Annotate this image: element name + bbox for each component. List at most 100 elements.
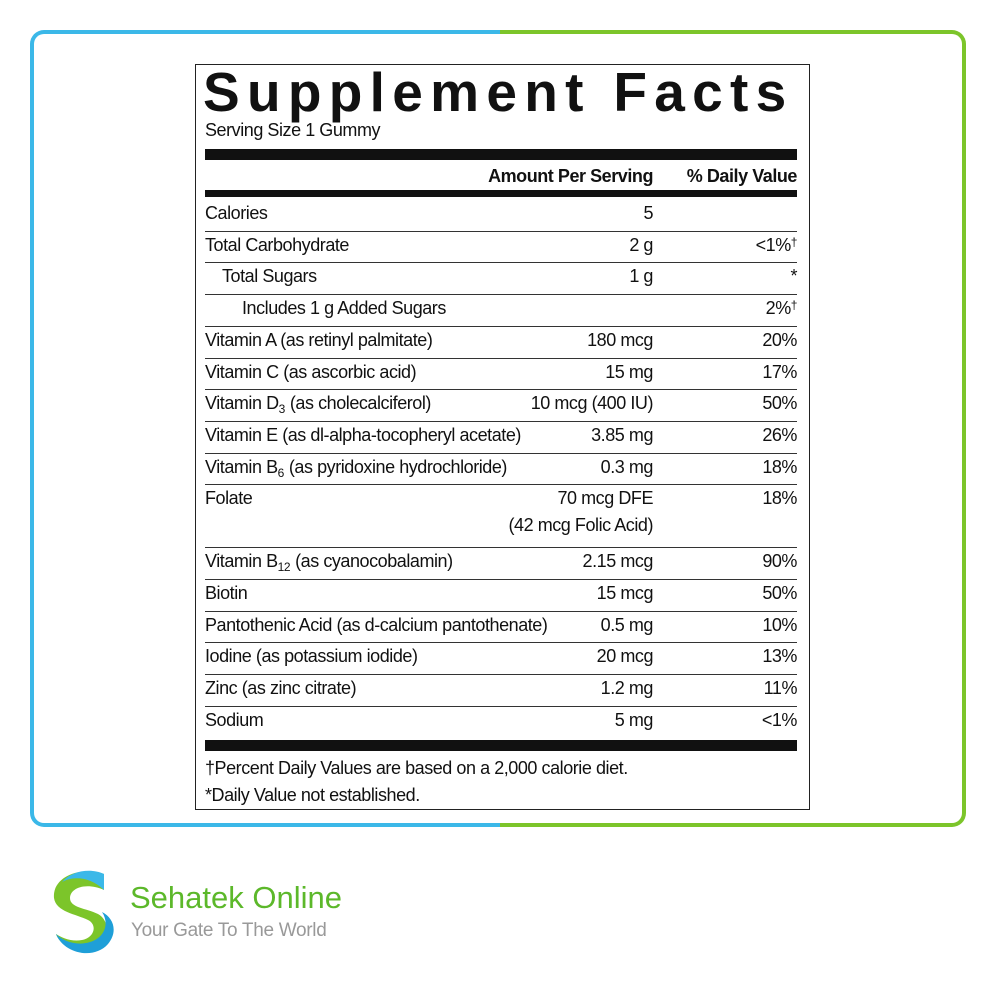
- daily-value: <1%: [761, 709, 798, 731]
- frame-right: [500, 30, 966, 827]
- nutrient-name: Vitamin B12 (as cyanocobalamin): [205, 550, 453, 575]
- label-title: Supplement Facts: [203, 61, 794, 123]
- nutrient-name: Total Sugars: [222, 265, 317, 287]
- row-rule: [205, 325, 797, 327]
- amount: 2.15 mcg: [582, 551, 654, 572]
- amount: 0.5 mg: [600, 614, 654, 635]
- thick-bar: [205, 739, 797, 751]
- row-rule: [205, 452, 797, 454]
- daily-value-text: *: [790, 266, 797, 287]
- daily-value-text: 2%: [765, 298, 792, 319]
- subscript: 3: [278, 402, 286, 417]
- amount: 15 mcg: [596, 583, 654, 603]
- daily-value-text: 50%: [762, 393, 797, 414]
- amount-detail: (42 mcg Folic Acid): [508, 515, 654, 536]
- daily-value: 13%: [762, 645, 797, 667]
- nutrient-name-text: Vitamin B: [205, 456, 278, 477]
- daily-value: 50%: [762, 392, 797, 414]
- frame-left: [30, 30, 500, 827]
- nutrient-name-text: Vitamin D: [205, 393, 279, 414]
- daily-value-text: <1%: [761, 709, 798, 730]
- nutrient-name-text: Vitamin E (as dl-alpha-tocopheryl acetat…: [205, 424, 521, 445]
- nutrient-desc: (as pyridoxine hydrochloride): [288, 456, 508, 477]
- footnote-mark: †: [790, 234, 798, 249]
- footnote: *Daily Value not established.: [205, 784, 420, 805]
- nutrient-name-text: Biotin: [205, 583, 248, 603]
- footnote: †Percent Daily Values are based on a 2,0…: [205, 757, 628, 778]
- nutrient-name-text: Total Sugars: [222, 266, 317, 287]
- nutrient-name: Vitamin C (as ascorbic acid): [205, 361, 417, 383]
- daily-value: 26%: [762, 424, 797, 446]
- nutrient-name: Vitamin A (as retinyl palmitate): [205, 329, 433, 351]
- daily-value-text: 10%: [762, 614, 797, 635]
- nutrient-name: Folate: [205, 487, 253, 509]
- brand-name: Sehatek Online: [130, 880, 342, 915]
- row-rule: [205, 484, 797, 486]
- amount: 5: [643, 203, 653, 223]
- nutrient-name-text: Vitamin C (as ascorbic acid): [205, 361, 417, 382]
- nutrient-name: Iodine (as potassium iodide): [205, 645, 418, 667]
- amount: 5 mg: [614, 709, 654, 730]
- daily-value: <1%†: [755, 234, 798, 256]
- daily-value: 18%: [762, 487, 797, 509]
- nutrient-name: Sodium: [205, 709, 264, 731]
- amount: 1 g: [629, 266, 653, 287]
- daily-value-text: 18%: [762, 488, 797, 509]
- amount: 1.2 mg: [600, 678, 654, 699]
- nutrient-name-text: Iodine (as potassium iodide): [205, 646, 418, 667]
- daily-value: 2%†: [765, 297, 798, 319]
- nutrient-name-text: Calories: [205, 203, 268, 223]
- amount: 0.3 mg: [600, 456, 654, 477]
- column-header: % Daily Value: [686, 166, 798, 186]
- amount: 180 mcg: [587, 329, 653, 350]
- subscript: 12: [277, 560, 291, 575]
- daily-value-text: 90%: [762, 551, 797, 572]
- daily-value-text: 50%: [762, 583, 797, 603]
- row-rule: [205, 262, 797, 264]
- nutrient-name-text: Vitamin A (as retinyl palmitate): [205, 329, 433, 350]
- nutrient-name: Calories: [205, 202, 268, 224]
- daily-value-text: <1%: [755, 234, 792, 255]
- row-rule: [205, 420, 797, 422]
- daily-value-text: 17%: [762, 361, 797, 382]
- nutrient-name: Biotin: [205, 582, 248, 604]
- row-rule: [205, 705, 797, 707]
- column-header: Amount Per Serving: [488, 166, 653, 186]
- row-rule: [205, 357, 797, 359]
- nutrient-name: Vitamin D3 (as cholecalciferol): [205, 392, 432, 417]
- row-rule: [205, 642, 797, 644]
- nutrient-desc: (as cyanocobalamin): [295, 551, 453, 572]
- nutrient-desc: (as cholecalciferol): [289, 393, 432, 414]
- nutrient-name: Includes 1 g Added Sugars: [242, 297, 446, 319]
- daily-value: *: [790, 265, 797, 287]
- amount: 3.85 mg: [591, 424, 653, 445]
- row-rule: [205, 610, 797, 612]
- daily-value-text: 20%: [762, 329, 797, 350]
- amount: 10 mcg (400 IU): [530, 393, 654, 414]
- brand-tagline: Your Gate To The World: [131, 920, 327, 941]
- label-box: [195, 64, 810, 810]
- daily-value: 10%: [762, 614, 797, 636]
- daily-value: 11%: [763, 677, 798, 699]
- daily-value: 17%: [762, 361, 797, 383]
- footnote-mark: †: [790, 298, 798, 313]
- row-rule: [205, 547, 797, 549]
- daily-value: 20%: [762, 329, 797, 351]
- row-rule: [205, 579, 797, 580]
- serving-size: Serving Size 1 Gummy: [205, 120, 381, 140]
- row-rule: [205, 294, 797, 296]
- nutrient-name: Zinc (as zinc citrate): [205, 677, 357, 699]
- amount: 20 mcg: [596, 646, 654, 667]
- nutrient-name-text: Total Carbohydrate: [205, 234, 349, 255]
- daily-value-text: 13%: [762, 646, 797, 667]
- nutrient-name: Total Carbohydrate: [205, 234, 349, 256]
- daily-value: 90%: [762, 550, 797, 572]
- nutrient-name: Pantothenic Acid (as d-calcium pantothen…: [205, 614, 548, 636]
- daily-value: 50%: [762, 582, 797, 604]
- nutrient-name: Vitamin E (as dl-alpha-tocopheryl acetat…: [205, 424, 521, 446]
- amount: 70 mcg DFE: [557, 488, 653, 509]
- daily-value-text: 11%: [763, 678, 798, 699]
- nutrient-name-text: Sodium: [205, 709, 264, 730]
- row-rule: [205, 389, 797, 391]
